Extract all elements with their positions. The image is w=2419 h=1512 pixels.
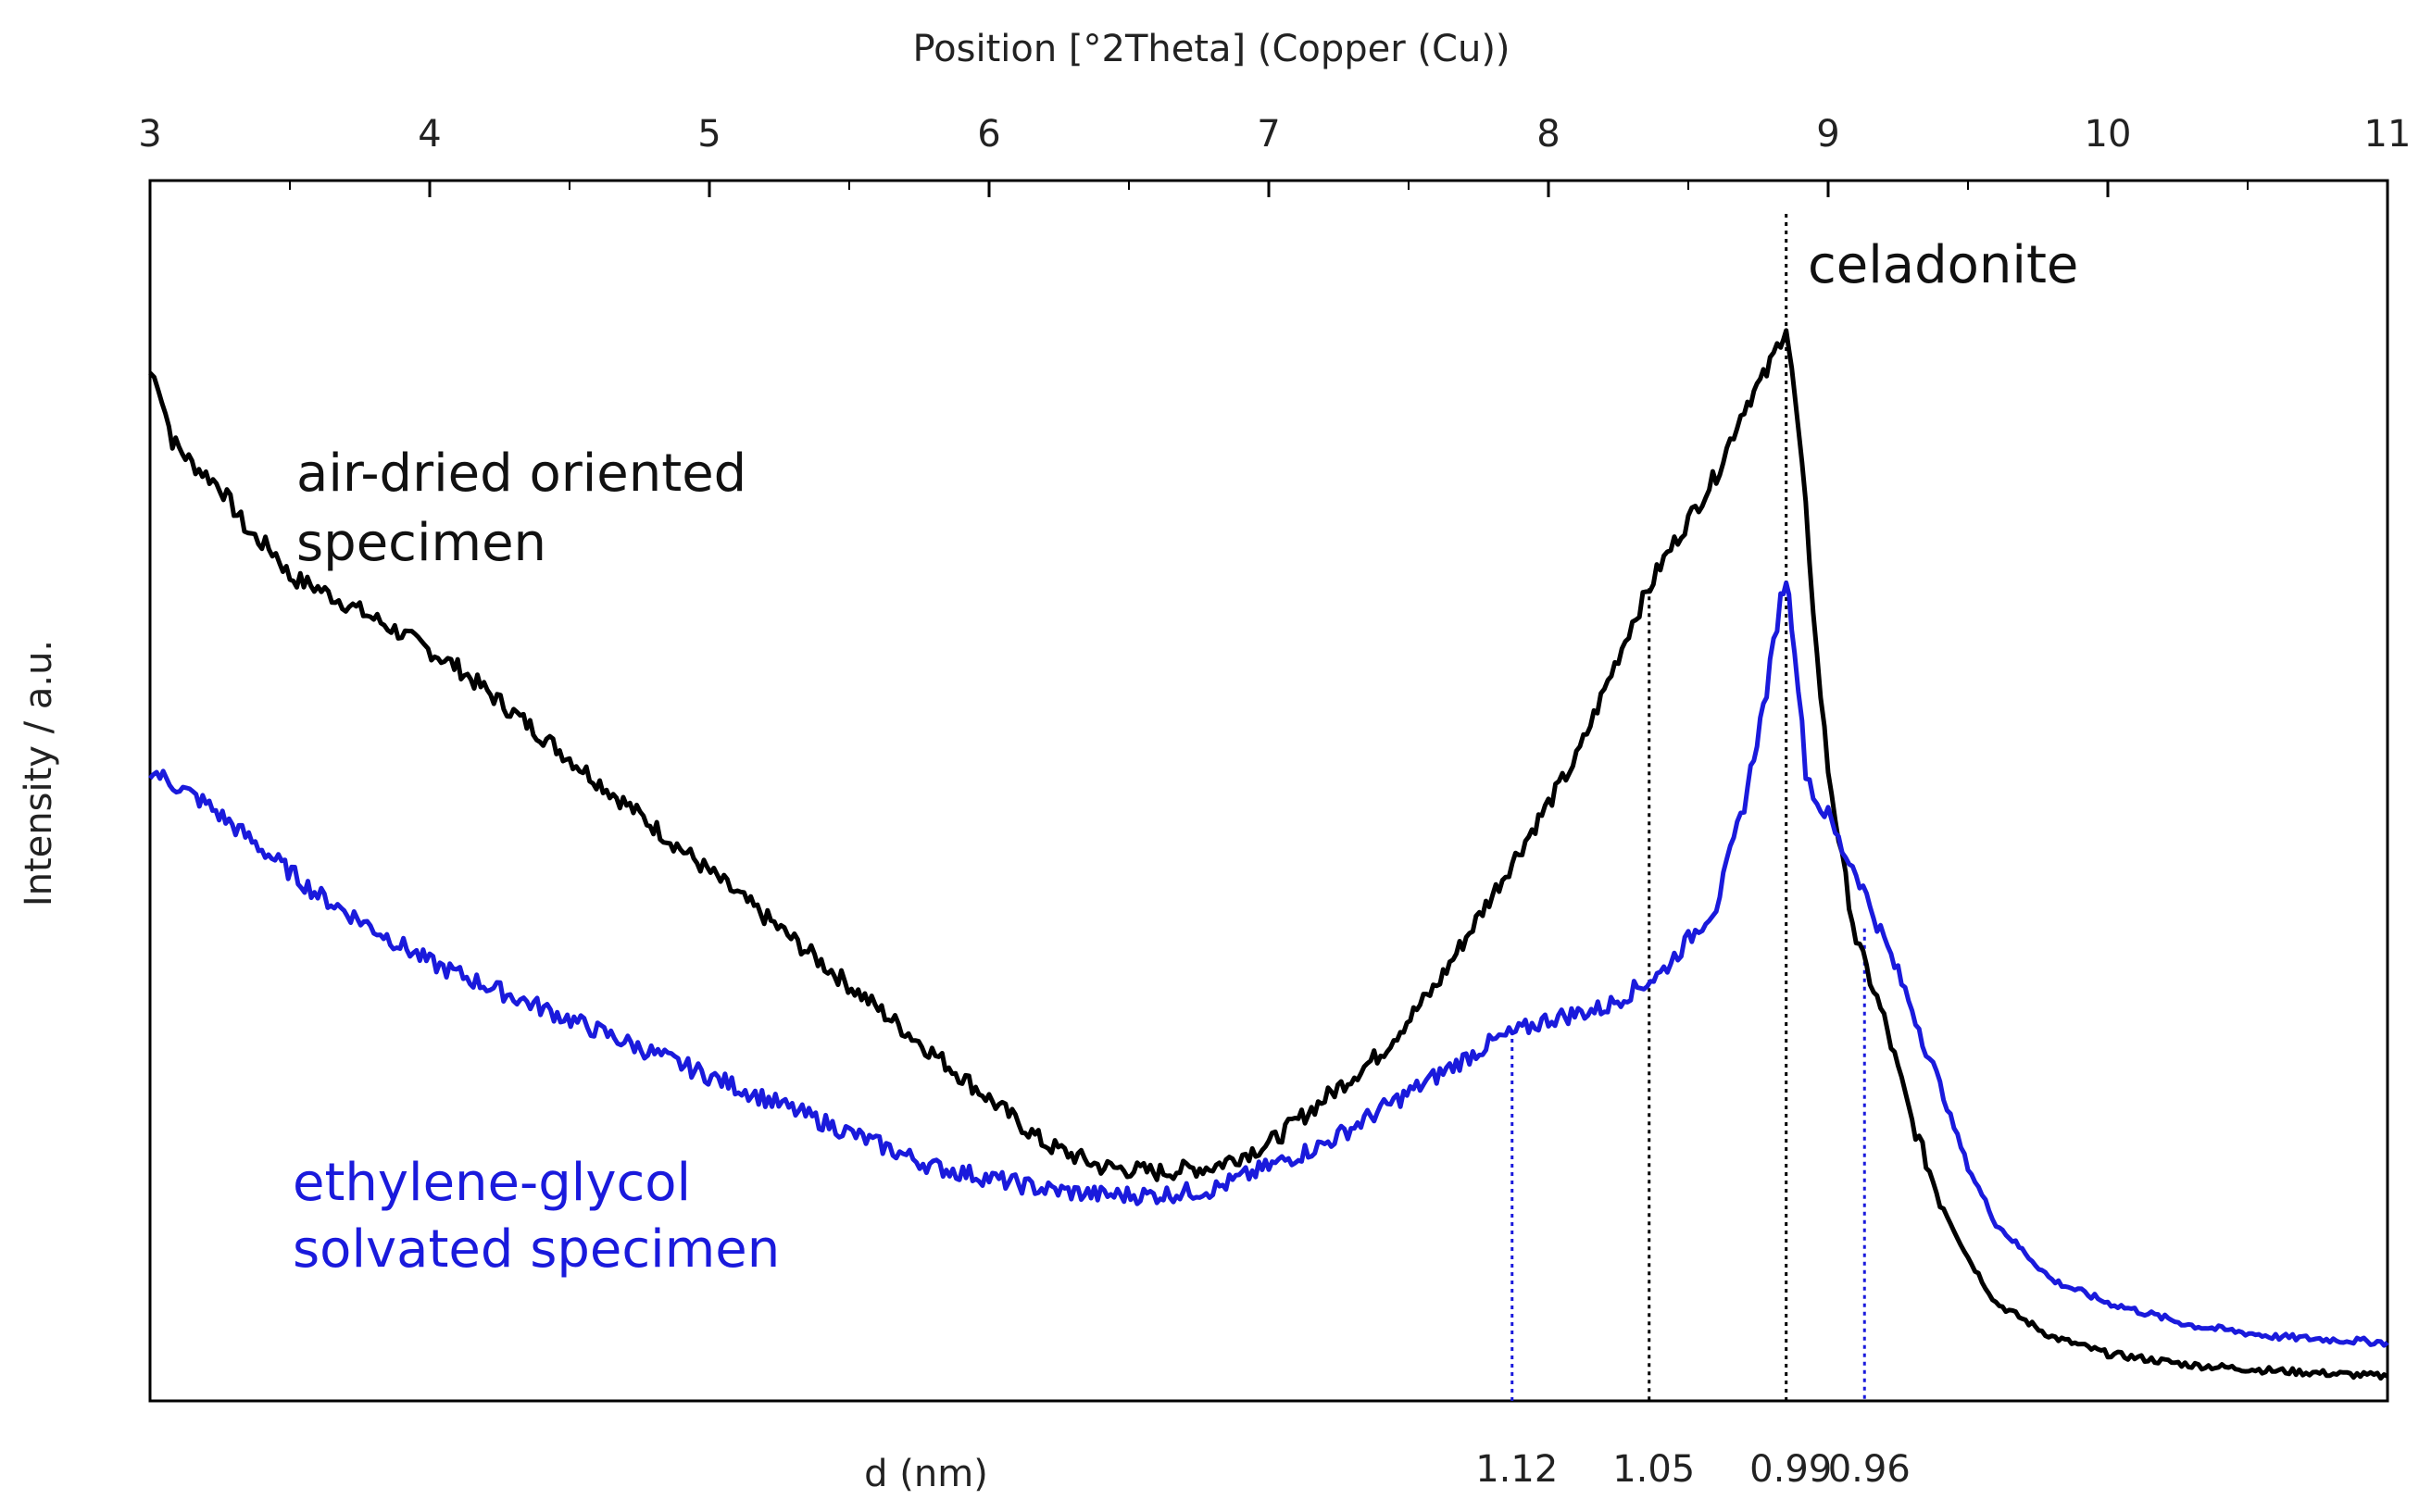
- series-line-1: [148, 581, 2389, 1348]
- x-tick-label-8: 11: [2364, 113, 2412, 156]
- d-spacing-label-0: 1.12: [1475, 1448, 1558, 1491]
- x-tick-label-4: 7: [1257, 113, 1280, 156]
- celadonite-label: celadonite: [1808, 235, 2078, 295]
- series-line-0: [148, 328, 2389, 1381]
- plot-frame: [148, 179, 2389, 1403]
- d-spacing-label-1: 1.05: [1612, 1448, 1695, 1491]
- glycol-label-line-2: solvated specimen: [293, 1219, 780, 1280]
- glycol-label-line-1: ethylene-glycol: [293, 1153, 691, 1213]
- x-axis-bottom-title: d (nm): [864, 1453, 988, 1495]
- x-tick-label-2: 5: [697, 113, 721, 156]
- air-dried-label-line-2: specimen: [296, 513, 546, 573]
- air-dried-label-line-1: air-dried oriented: [296, 444, 746, 504]
- y-axis-title: Intensity / a.u.: [18, 640, 60, 906]
- x-tick-label-1: 4: [418, 113, 441, 156]
- x-axis-top-title: Position [°2Theta] (Copper (Cu)): [912, 28, 1510, 70]
- x-tick-label-6: 9: [1816, 113, 1839, 156]
- x-tick-label-0: 3: [138, 113, 161, 156]
- x-tick-label-3: 6: [977, 113, 1000, 156]
- x-tick-label-5: 8: [1536, 113, 1560, 156]
- d-spacing-label-3: 0.96: [1828, 1448, 1911, 1491]
- d-spacing-label-2: 0.99: [1749, 1448, 1832, 1491]
- x-tick-label-7: 10: [2085, 113, 2132, 156]
